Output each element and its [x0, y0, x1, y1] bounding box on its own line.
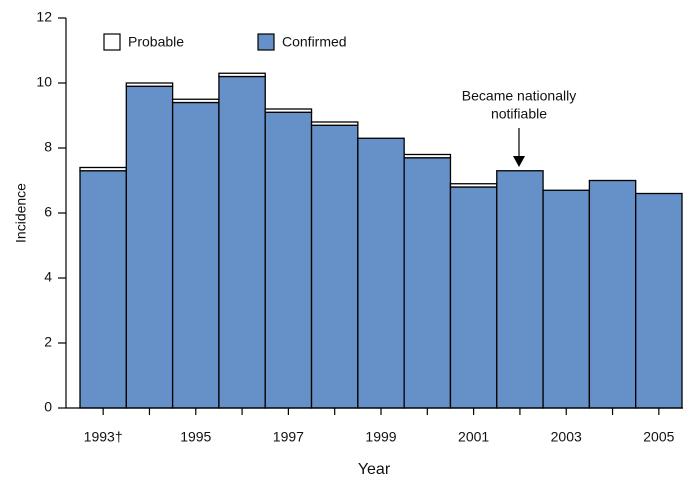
bar-segment [79, 170, 127, 409]
y-tick-label: 4 [44, 269, 52, 285]
x-tick-label: 1995 [180, 429, 211, 445]
bar-segment [403, 153, 452, 159]
bar-segment [496, 170, 544, 409]
x-tick-label: 1997 [273, 429, 304, 445]
legend-label: Confirmed [282, 34, 347, 50]
legend-label: Probable [128, 34, 184, 50]
bar-segment [264, 111, 313, 409]
y-tick-label: 0 [44, 399, 52, 415]
x-tick-label: 2003 [551, 429, 582, 445]
y-tick-label: 6 [44, 204, 52, 220]
bar-segment [171, 98, 220, 104]
annotation-arrowhead [513, 156, 525, 167]
y-axis-label: Incidence [13, 183, 29, 243]
bar-segment [125, 85, 174, 409]
bar-segment [357, 137, 405, 409]
legend-swatch [103, 33, 121, 51]
legend-swatch [257, 33, 275, 51]
annotation: Became nationally [462, 88, 576, 104]
x-axis-label: Year [358, 461, 391, 478]
y-tick-label: 8 [44, 139, 52, 155]
x-tick-label: 2001 [458, 429, 489, 445]
annotation: notifiable [491, 106, 547, 122]
bar-segment [264, 108, 313, 113]
bar-segment [218, 72, 266, 78]
bar-segment [542, 189, 591, 409]
bar-segment [171, 101, 220, 409]
y-tick-label: 2 [44, 334, 52, 350]
x-tick-label: 1993† [84, 429, 123, 445]
bar-segment [449, 183, 498, 188]
bar-segment [218, 75, 266, 409]
x-tick-label: 1999 [365, 429, 396, 445]
bar-segment [588, 179, 637, 409]
bar-segment [79, 166, 127, 172]
bar-segment [449, 186, 498, 409]
bar-segment [635, 192, 683, 409]
bar-segment [403, 157, 452, 409]
x-tick-label: 2005 [643, 429, 674, 445]
y-tick-label: 10 [36, 74, 52, 90]
y-tick-label: 12 [36, 9, 52, 25]
bar-segment [310, 124, 359, 409]
bar-segment [310, 121, 359, 126]
bar-segment [125, 82, 174, 87]
